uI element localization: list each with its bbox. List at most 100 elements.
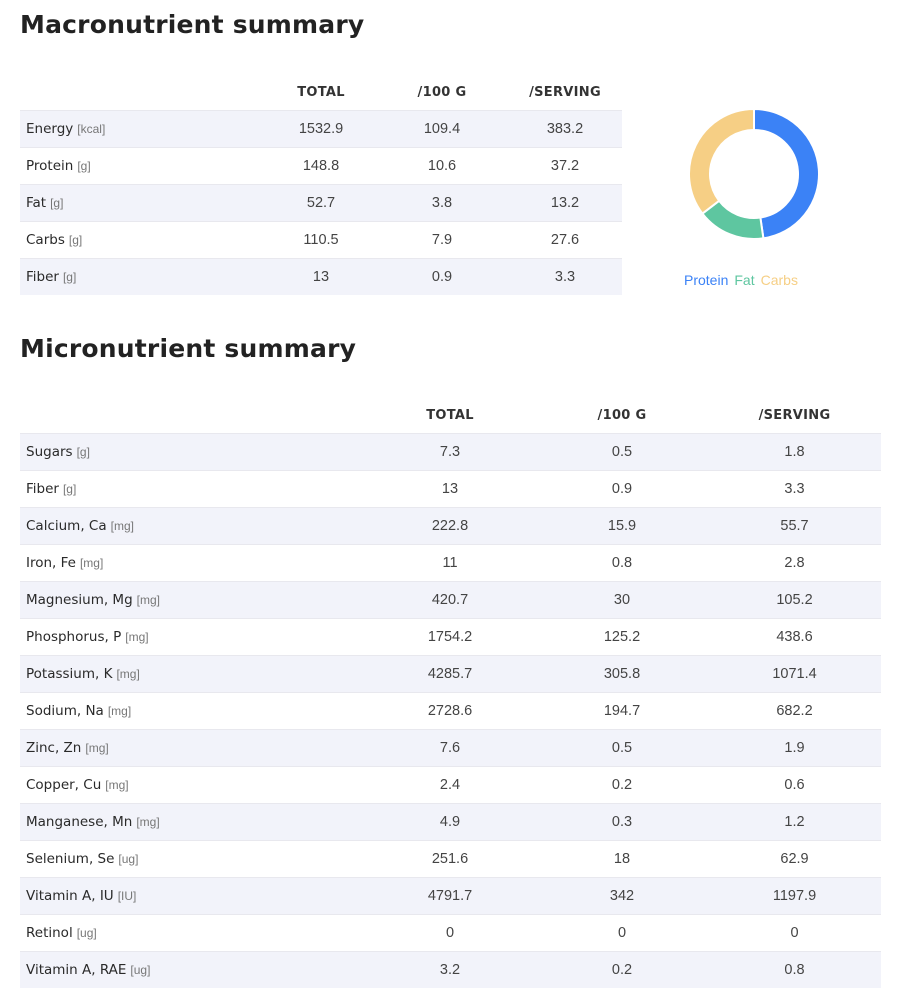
per-100g-value: 0 — [536, 914, 708, 952]
table-row: Energy [kcal] 1532.9 109.4 383.2 — [20, 110, 622, 148]
table-row: Magnesium, Mg [mg] 420.7 30 105.2 — [20, 581, 881, 619]
per-serving-value: 62.9 — [708, 840, 881, 878]
header-total: TOTAL — [297, 84, 345, 100]
per-100g-value: 194.7 — [536, 692, 708, 730]
total-value: 1532.9 — [266, 110, 376, 148]
nutrient-cell: Fiber [g] — [20, 258, 266, 295]
nutrient-cell: Manganese, Mn [mg] — [20, 803, 364, 841]
nutrient-name: Copper, Cu — [26, 777, 102, 793]
nutrient-name: Protein — [26, 158, 74, 174]
table-row: Manganese, Mn [mg] 4.9 0.3 1.2 — [20, 803, 881, 841]
nutrient-name: Zinc, Zn — [26, 740, 82, 756]
per-100g-value: 0.3 — [536, 803, 708, 841]
nutrient-unit: [mg] — [136, 815, 160, 829]
per-100g-value: 0.9 — [376, 258, 508, 295]
nutrient-unit: [mg] — [79, 556, 104, 570]
header-per-100g: /100 G — [417, 84, 467, 100]
nutrient-name: Calcium, Ca — [26, 518, 107, 534]
total-value: 13 — [266, 258, 376, 295]
table-row: Vitamin A, RAE [ug] 3.2 0.2 0.8 — [20, 951, 881, 988]
per-100g-value: 0.5 — [536, 729, 708, 767]
nutrient-cell: Iron, Fe [mg] — [20, 544, 364, 582]
micro-table: TOTAL /100 G /SERVING Sugars [g] 7.3 0.5 1.8… — [20, 397, 881, 988]
nutrient-cell: Sugars [g] — [20, 433, 364, 471]
per-100g-value: 0.2 — [536, 951, 708, 988]
per-serving-value: 438.6 — [708, 618, 881, 656]
nutrient-name: Manganese, Mn — [26, 814, 133, 830]
nutrient-unit: [ug] — [76, 926, 97, 940]
nutrient-unit: [g] — [50, 196, 64, 210]
header-total: TOTAL — [426, 407, 474, 423]
table-row: Iron, Fe [mg] 11 0.8 2.8 — [20, 544, 881, 582]
nutrient-name: Carbs — [26, 232, 65, 248]
nutrient-name: Vitamin A, RAE — [26, 962, 127, 978]
nutrient-cell: Fiber [g] — [20, 470, 364, 508]
nutrient-unit: [g] — [68, 233, 83, 247]
table-row: Vitamin A, IU [IU] 4791.7 342 1197.9 — [20, 877, 881, 915]
per-serving-value: 55.7 — [708, 507, 881, 545]
nutrient-cell: Vitamin A, RAE [ug] — [20, 951, 364, 988]
nutrient-unit: [mg] — [85, 741, 109, 755]
total-value: 222.8 — [364, 507, 536, 545]
per-serving-value: 0.6 — [708, 766, 881, 804]
per-serving-value: 1197.9 — [708, 877, 881, 915]
total-value: 11 — [364, 544, 536, 582]
donut-slice-protein — [753, 107, 820, 240]
total-value: 420.7 — [364, 581, 536, 619]
nutrient-name: Selenium, Se — [26, 851, 115, 867]
nutrient-name: Potassium, K — [26, 666, 113, 682]
per-100g-value: 125.2 — [536, 618, 708, 656]
total-value: 52.7 — [266, 184, 376, 222]
per-100g-value: 10.6 — [376, 147, 508, 185]
total-value: 4.9 — [364, 803, 536, 841]
table-row: Fat [g] 52.7 3.8 13.2 — [20, 184, 622, 222]
per-serving-value: 383.2 — [508, 110, 622, 148]
table-row: Copper, Cu [mg] 2.4 0.2 0.6 — [20, 766, 881, 804]
macro-donut-chart — [688, 107, 820, 240]
nutrient-name: Fiber — [26, 481, 59, 497]
nutrient-unit: [mg] — [125, 630, 149, 644]
nutrient-cell: Fat [g] — [20, 184, 266, 222]
per-serving-value: 682.2 — [708, 692, 881, 730]
per-serving-value: 0.8 — [708, 951, 881, 988]
total-value: 1754.2 — [364, 618, 536, 656]
table-row: Retinol [ug] 0 0 0 — [20, 914, 881, 952]
nutrient-unit: [mg] — [110, 519, 134, 533]
nutrient-name: Magnesium, Mg — [26, 592, 133, 608]
legend-item-fat: Fat — [734, 272, 755, 288]
total-value: 110.5 — [266, 221, 376, 259]
table-row: Calcium, Ca [mg] 222.8 15.9 55.7 — [20, 507, 881, 545]
per-100g-value: 0.5 — [536, 433, 708, 471]
table-row: Fiber [g] 13 0.9 3.3 — [20, 470, 881, 508]
table-header-row: TOTAL /100 G /SERVING — [20, 397, 881, 434]
total-value: 148.8 — [266, 147, 376, 185]
nutrient-cell: Phosphorus, P [mg] — [20, 618, 364, 656]
chart-legend: Protein Fat Carbs — [684, 272, 804, 288]
donut-slice-carbs — [688, 107, 755, 215]
per-100g-value: 0.9 — [536, 470, 708, 508]
legend-item-protein: Protein — [684, 272, 729, 288]
total-value: 13 — [364, 470, 536, 508]
table-row: Phosphorus, P [mg] 1754.2 125.2 438.6 — [20, 618, 881, 656]
nutrient-unit: [mg] — [136, 593, 160, 607]
table-row: Fiber [g] 13 0.9 3.3 — [20, 258, 622, 295]
total-value: 2.4 — [364, 766, 536, 804]
legend-item-carbs: Carbs — [760, 272, 798, 288]
nutrient-name: Fat — [26, 195, 47, 211]
header-name — [20, 397, 364, 434]
table-row: Protein [g] 148.8 10.6 37.2 — [20, 147, 622, 185]
table-row: Selenium, Se [ug] 251.6 18 62.9 — [20, 840, 881, 878]
table-row: Sugars [g] 7.3 0.5 1.8 — [20, 433, 881, 471]
nutrient-name: Energy — [26, 121, 74, 137]
total-value: 4791.7 — [364, 877, 536, 915]
total-value: 3.2 — [364, 951, 536, 988]
nutrient-name: Vitamin A, IU — [26, 888, 114, 904]
nutrient-cell: Magnesium, Mg [mg] — [20, 581, 364, 619]
per-100g-value: 15.9 — [536, 507, 708, 545]
nutrient-unit: [g] — [62, 270, 77, 284]
per-100g-value: 7.9 — [376, 221, 508, 259]
per-100g-value: 30 — [536, 581, 708, 619]
nutrient-cell: Sodium, Na [mg] — [20, 692, 364, 730]
nutrient-cell: Potassium, K [mg] — [20, 655, 364, 693]
table-row: Potassium, K [mg] 4285.7 305.8 1071.4 — [20, 655, 881, 693]
